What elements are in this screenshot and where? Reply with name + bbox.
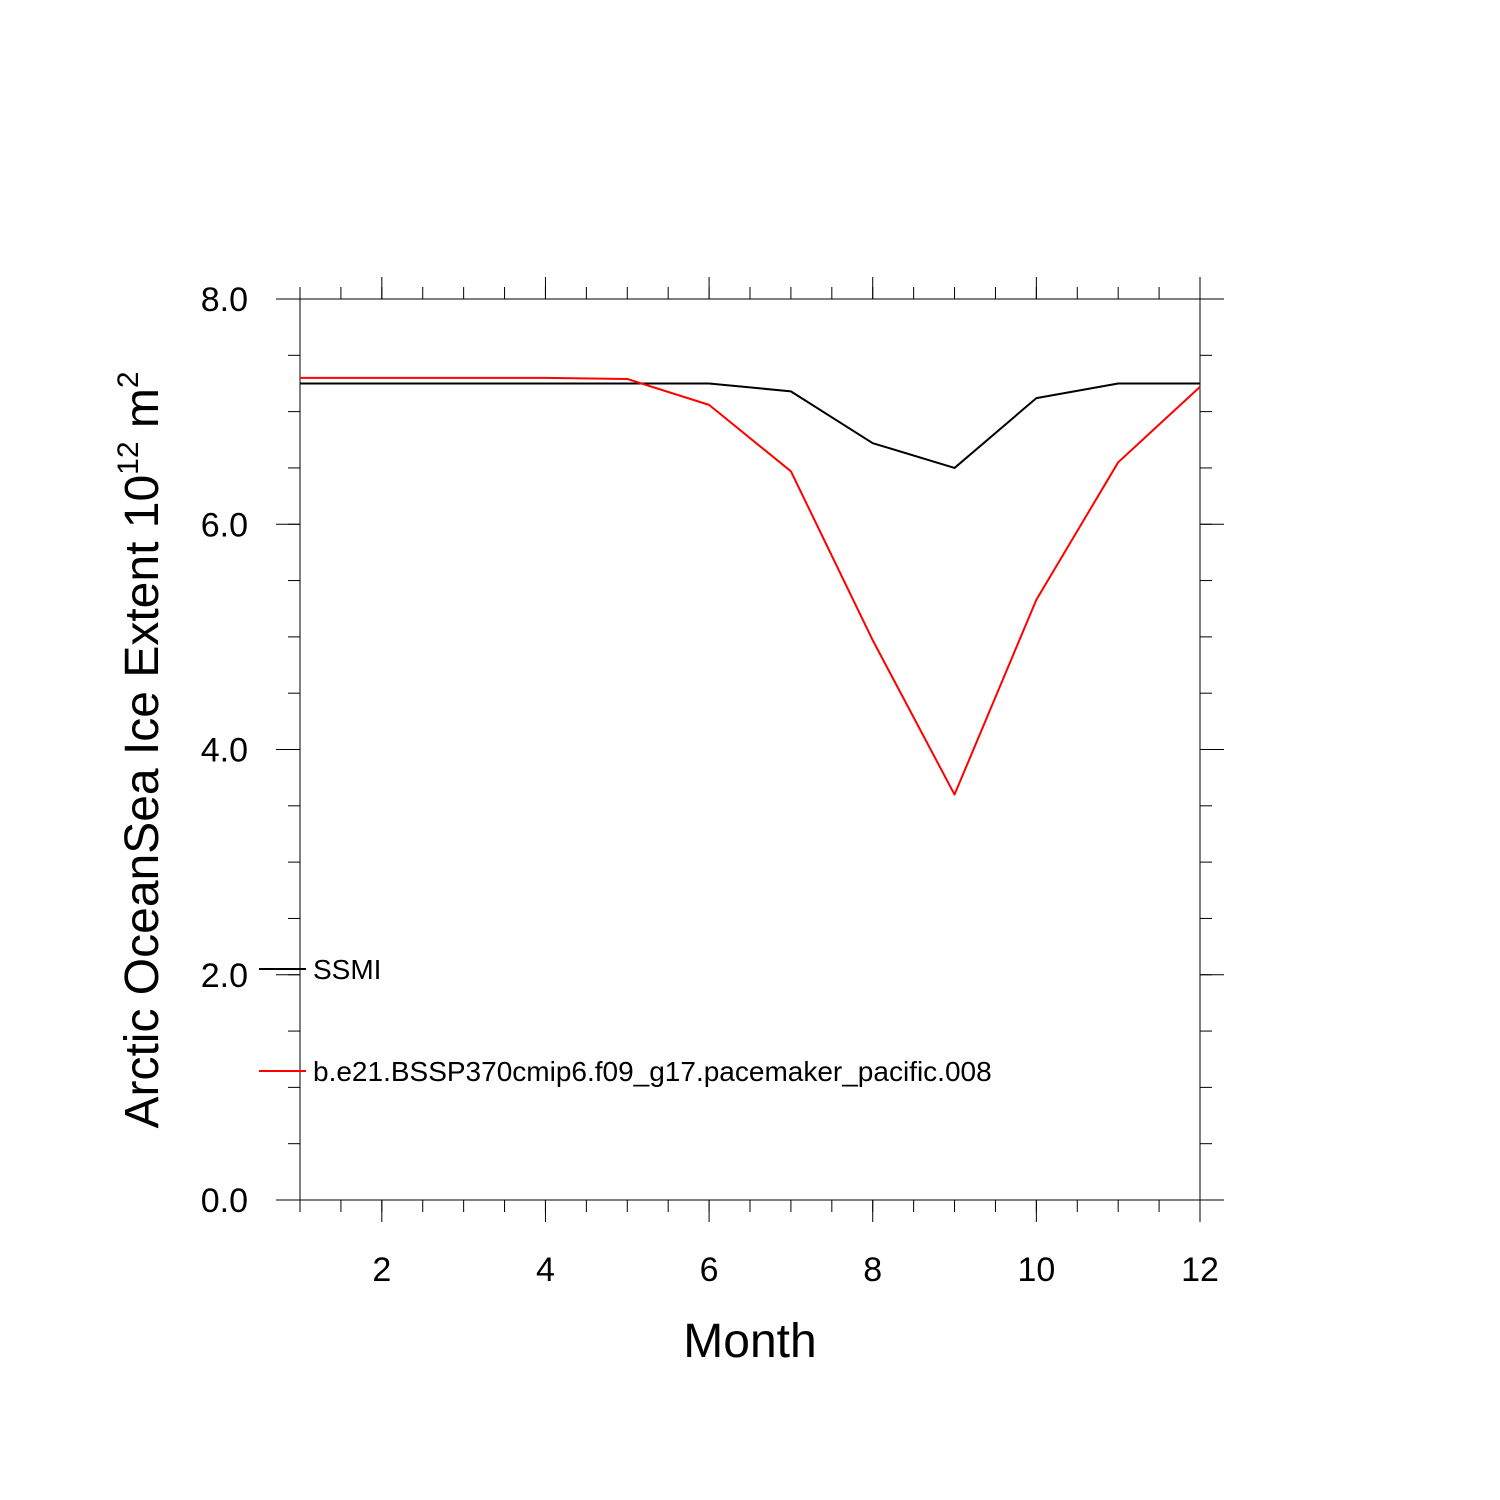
major-ticks [276,277,1224,1222]
y-axis-title-sup1: 12 [112,441,145,474]
x-tick-label: 6 [700,1251,719,1289]
x-tick-labels: 2 4 6 8 10 12 [372,1251,1219,1289]
y-tick-label: 8.0 [201,281,248,319]
x-tick-label: 8 [863,1251,882,1289]
x-axis-title: Month [683,1315,816,1368]
legend-label-ssmi: SSMI [313,954,381,985]
legend: SSMI b.e21.BSSP370cmip6.f09_g17.pacemake… [259,954,992,1087]
y-tick-labels: 0.0 2.0 4.0 6.0 8.0 [201,281,248,1220]
y-axis-title-main: Arctic OceanSea Ice Extent 10 [116,475,169,1129]
x-tick-label: 2 [372,1251,391,1289]
series-lines [300,376,1201,796]
y-tick-label: 0.0 [201,1182,248,1220]
x-tick-label: 10 [1017,1251,1055,1289]
y-axis-title: Arctic OceanSea Ice Extent 1012 m2 [112,371,169,1128]
series-line-0 [300,382,1200,469]
y-axis-title-sup2: 2 [112,371,145,388]
y-axis-title-mid: m [116,388,169,441]
y-tick-label: 2.0 [201,957,248,995]
plot-frame [299,298,1201,1201]
legend-label-pacemaker: b.e21.BSSP370cmip6.f09_g17.pacemaker_pac… [313,1056,992,1087]
series-line-1 [300,376,1201,796]
y-tick-label: 4.0 [201,732,248,770]
x-tick-label: 4 [536,1251,555,1289]
x-tick-label: 12 [1181,1251,1219,1289]
y-tick-label: 6.0 [201,506,248,544]
